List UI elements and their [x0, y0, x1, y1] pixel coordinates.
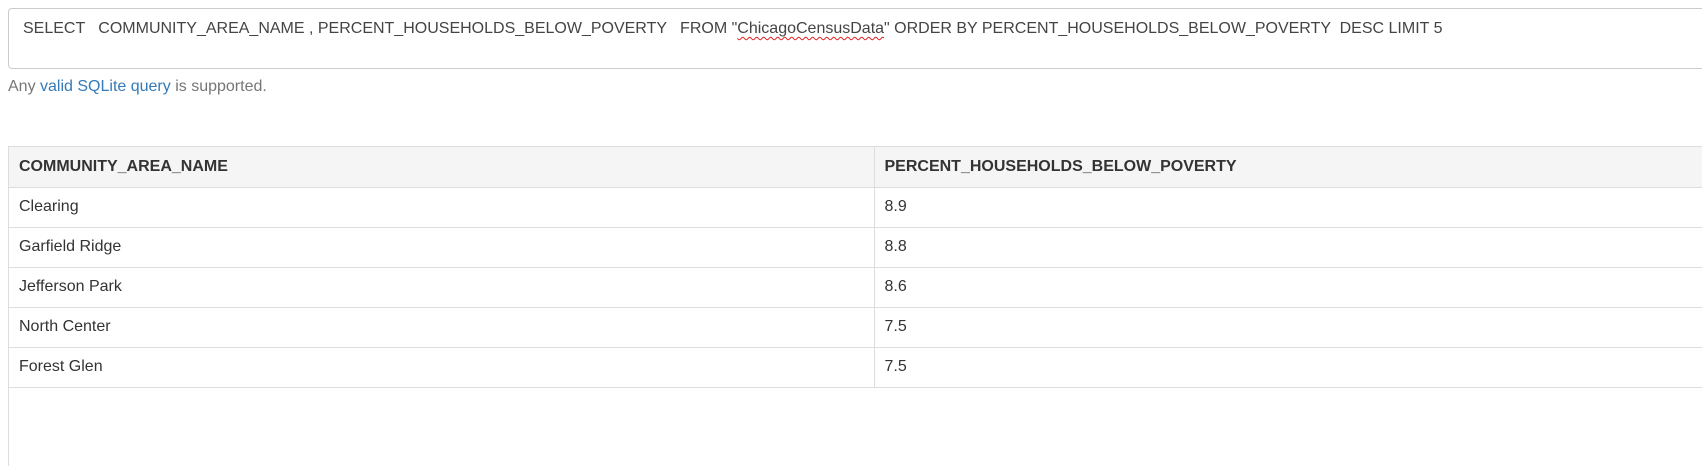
- table-cell: 8.6: [874, 267, 1702, 308]
- table-cell: 7.5: [874, 347, 1702, 388]
- table-cell: Garfield Ridge: [9, 227, 875, 268]
- table-row: Forest Glen 7.5: [9, 347, 1702, 388]
- table-row: North Center 7.5: [9, 307, 1702, 348]
- table-header-row: COMMUNITY_AREA_NAME PERCENT_HOUSEHOLDS_B…: [9, 147, 1702, 188]
- help-suffix: is supported.: [170, 78, 267, 95]
- table-cell: Clearing: [9, 187, 875, 228]
- query-text-end: " ORDER BY PERCENT_HOUSEHOLDS_BELOW_POVE…: [884, 20, 1443, 37]
- sqlite-docs-link[interactable]: valid SQLite query: [40, 78, 171, 95]
- results-table-container: COMMUNITY_AREA_NAME PERCENT_HOUSEHOLDS_B…: [8, 146, 1702, 466]
- table-cell: 8.9: [874, 187, 1702, 228]
- table-cell: 8.8: [874, 227, 1702, 268]
- table-cell: Forest Glen: [9, 347, 875, 388]
- results-table: COMMUNITY_AREA_NAME PERCENT_HOUSEHOLDS_B…: [9, 147, 1702, 388]
- table-row: Garfield Ridge 8.8: [9, 227, 1702, 268]
- table-row: Clearing 8.9: [9, 187, 1702, 228]
- table-cell: Jefferson Park: [9, 267, 875, 308]
- query-table-name: ChicagoCensusData: [737, 20, 885, 37]
- query-text-start: SELECT COMMUNITY_AREA_NAME , PERCENT_HOU…: [23, 20, 738, 37]
- table-cell: North Center: [9, 307, 875, 348]
- help-prefix: Any: [8, 78, 41, 95]
- table-row: Jefferson Park 8.6: [9, 267, 1702, 308]
- sql-query-input[interactable]: SELECT COMMUNITY_AREA_NAME , PERCENT_HOU…: [8, 8, 1702, 69]
- column-header-percent-households-below-poverty[interactable]: PERCENT_HOUSEHOLDS_BELOW_POVERTY: [874, 147, 1702, 188]
- query-help-text: Any valid SQLite query is supported.: [8, 77, 267, 97]
- column-header-community-area-name[interactable]: COMMUNITY_AREA_NAME: [9, 147, 875, 188]
- table-cell: 7.5: [874, 307, 1702, 348]
